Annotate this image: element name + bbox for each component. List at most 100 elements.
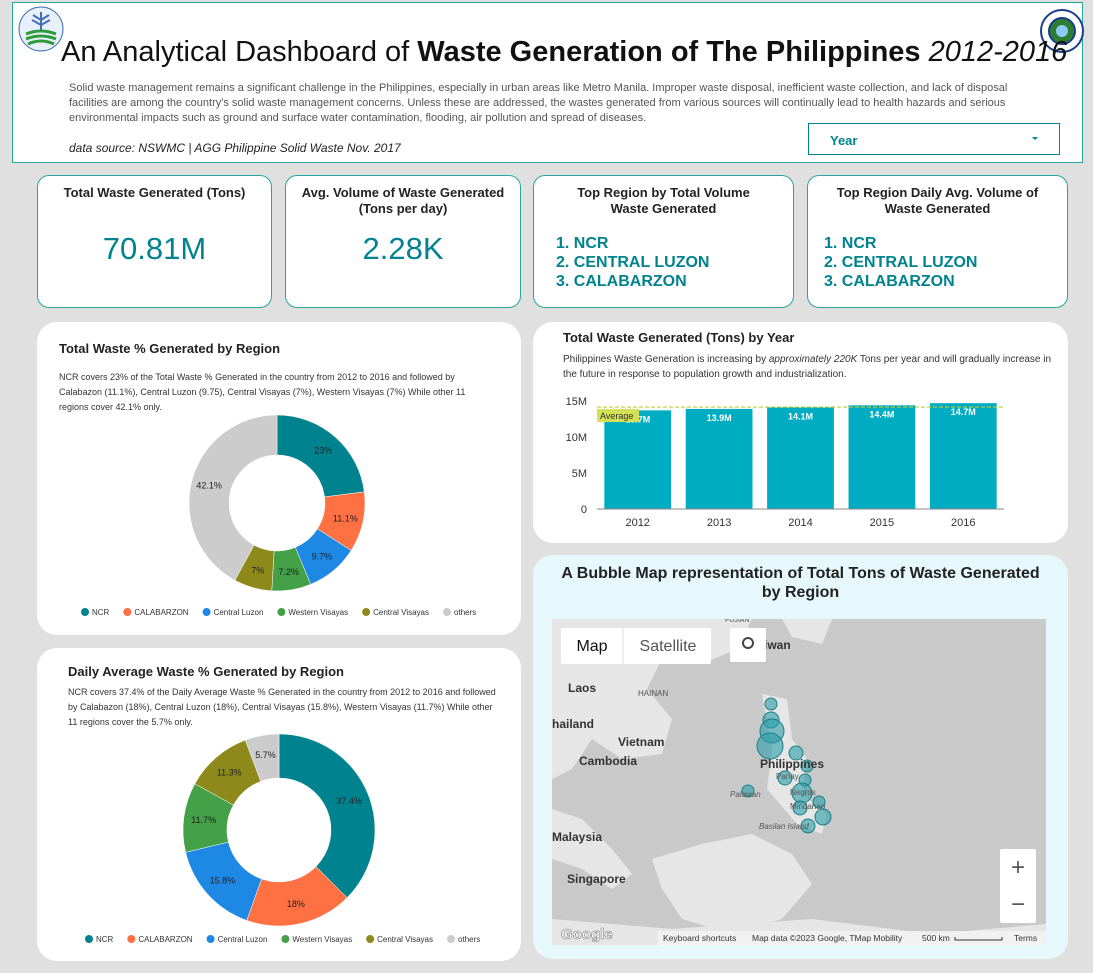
legend-swatch [366, 935, 375, 943]
data-label: 11.3% [217, 768, 242, 778]
map-title: A Bubble Map representation of Total Ton… [561, 565, 1040, 601]
legend-label: NCR [96, 935, 114, 944]
bar [767, 407, 834, 509]
google-logo: Google [561, 926, 613, 943]
kpi-title: Top Region by Total Volume Waste Generat… [577, 185, 750, 216]
desc-text: Tons per year and will gradually increas… [563, 354, 1052, 380]
kpi-value: 2.28K [362, 231, 444, 266]
chart-description: NCR covers 37.4% of the Daily Average Wa… [68, 687, 496, 727]
average-label: Average [600, 411, 633, 421]
bubble [800, 818, 816, 834]
donut-chart: 37.4% 18% 15.8% 11.7% 11.3% 5.7% NCR CALABARZON… [85, 733, 480, 944]
legend-swatch [362, 608, 371, 616]
title-bold: Waste Generation of The Philippines [417, 36, 921, 68]
x-tick-label: 2013 [707, 517, 731, 529]
kpi-item: 3. CALABARZON [556, 273, 687, 290]
source: data source: NSWMC | AGG Philippine Soli… [69, 141, 401, 155]
bar [848, 405, 916, 509]
legend-label: Central Luzon [218, 935, 268, 944]
data-label: 15.8% [210, 876, 236, 886]
kpi-item: 3. CALABARZON [824, 273, 955, 290]
legend-label: Central Luzon [214, 608, 264, 617]
kpi-title: Avg. Volume of Waste Generated (Tons per… [301, 185, 505, 216]
legend-label: others [454, 608, 476, 617]
x-tick-label: 2016 [951, 517, 975, 529]
desc-emph: approximately 220K [768, 354, 858, 365]
legend-label: Western Visayas [292, 935, 352, 944]
bar [929, 403, 997, 509]
bar [604, 410, 672, 509]
map-label: Vietnam [618, 735, 664, 749]
y-tick-label: 5M [572, 468, 587, 480]
y-tick-label: 15M [566, 396, 587, 408]
legend-swatch [277, 608, 286, 616]
legend-label: others [458, 935, 480, 944]
legend-label: CALABARZON [138, 935, 192, 944]
donut-slice [278, 733, 376, 898]
year-filter[interactable]: Year [808, 123, 1060, 155]
chart-description: NCR covers 23% of the Total Waste % Gene… [59, 372, 466, 412]
chart-title: Total Waste Generated (Tons) by Year [563, 330, 795, 345]
bubble [741, 784, 755, 798]
average-label-bg [597, 409, 639, 423]
seal [1040, 9, 1084, 53]
x-tick-label: 2014 [788, 517, 812, 529]
map-label: HAINAN [638, 689, 668, 698]
desc-text: Philippines Waste Generation is increasi… [563, 354, 769, 365]
zoom-out[interactable]: − [1011, 891, 1025, 918]
bubble [777, 770, 793, 786]
title: An Analytical Dashboard of Waste Generat… [61, 36, 1067, 69]
x-tick-label: 2015 [870, 517, 894, 529]
map[interactable]: FUJIAN iwan Laos HAINAN hailand Vietnam … [552, 619, 1046, 945]
map-label: Panay [776, 772, 799, 781]
kpi-title: Total Waste Generated (Tons) [63, 185, 246, 200]
title-text: An Analytical Dashboard of [61, 36, 418, 68]
map-label: Singapore [567, 872, 626, 886]
legend-label: Central Visayas [377, 935, 433, 944]
donut-slice [276, 414, 365, 498]
logo [18, 6, 64, 52]
map-label: hailand [552, 717, 594, 731]
data-label: 9.7% [312, 552, 333, 562]
data-label: 23% [314, 445, 332, 455]
kpi-value: 70.81M [102, 231, 207, 266]
kpi-card: Top Region Daily Avg. Volume of Waste Ge… [807, 175, 1068, 308]
chart-card: Total Waste % Generated by Region NCR co… [37, 322, 521, 635]
filter-label: Year [830, 133, 858, 148]
kpi-card: Total Waste Generated (Tons) 70.81M [37, 175, 272, 308]
legend-label: CALABARZON [134, 608, 188, 617]
bubble [756, 732, 784, 760]
zoom-in[interactable]: + [1011, 854, 1025, 881]
legend-swatch [81, 608, 89, 616]
kpi-list: 1. NCR 2. CENTRAL LUZON 3. CALABARZON [824, 234, 977, 291]
y-tick-label: 10M [566, 432, 587, 444]
data-label: 14.1M [788, 411, 813, 421]
data-label: 42.1% [196, 481, 222, 491]
bubbles [741, 697, 832, 834]
land [552, 809, 632, 889]
bubble [792, 800, 808, 816]
map-button[interactable]: Satellite [640, 638, 697, 655]
donut-chart: 23% 11.1% 9.7% 7.2% 7% 42.1% NCR CALABARZON Cent… [81, 414, 476, 617]
map-label: Philippines [760, 757, 824, 771]
kpi-item: 1. NCR [556, 235, 609, 252]
map-label: Basilan Island [759, 822, 809, 831]
map-label: FUJIAN [725, 619, 750, 624]
legend-label: NCR [92, 608, 110, 617]
kpi-item: 2. CENTRAL LUZON [556, 254, 710, 271]
legend-swatch [127, 935, 136, 943]
map-card: A Bubble Map representation of Total Ton… [533, 555, 1068, 959]
data-label: 14.7M [951, 407, 976, 417]
data-label: 11.7% [191, 815, 216, 825]
map-label: Cambodia [579, 754, 637, 768]
map-button[interactable]: Map [576, 638, 607, 655]
chart-description: Philippines Waste Generation is increasi… [563, 352, 1053, 382]
street-view-button[interactable] [730, 628, 766, 662]
kpi-card: Avg. Volume of Waste Generated (Tons per… [285, 175, 521, 308]
data-label: 18% [287, 899, 305, 909]
data-label: 7% [251, 565, 264, 575]
bubble [812, 795, 826, 809]
legend-swatch [443, 608, 452, 616]
attribution: Keyboard shortcuts [663, 933, 736, 943]
